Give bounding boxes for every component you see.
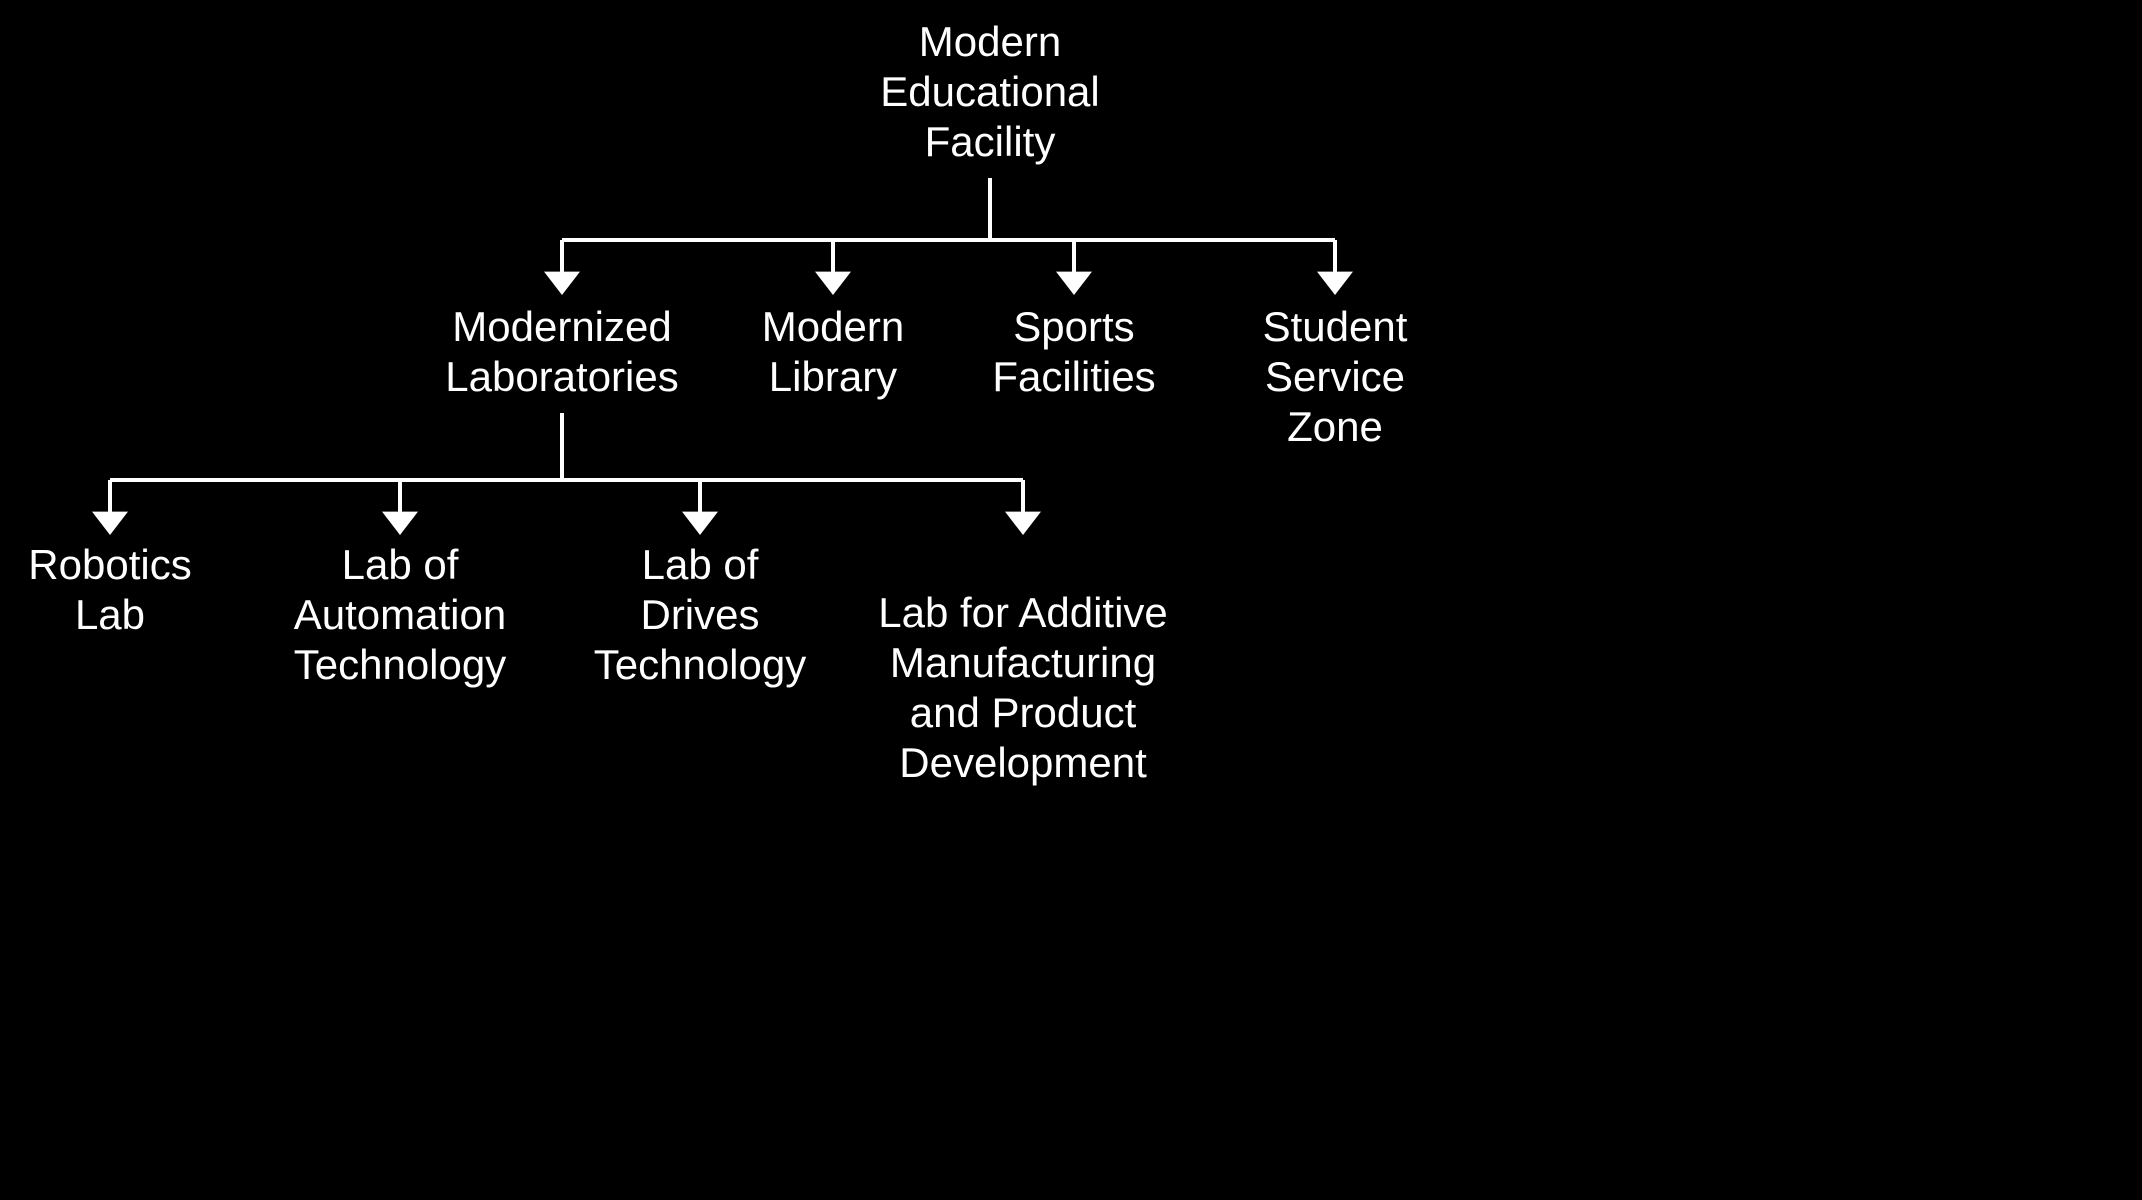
node-line: Technology [594, 641, 806, 688]
node-line: Zone [1287, 403, 1383, 450]
node-line: Facilities [992, 353, 1155, 400]
node-line: Service [1265, 353, 1405, 400]
node-line: Manufacturing [890, 639, 1156, 686]
node-line: and Product [910, 689, 1137, 736]
node-line: Technology [294, 641, 506, 688]
node-line: Lab for Additive [878, 589, 1168, 636]
node-line: Modernized [452, 303, 671, 350]
node-line: Automation [294, 591, 506, 638]
node-line: Drives [640, 591, 759, 638]
node-line: Robotics [28, 541, 191, 588]
tree-diagram: ModernEducationalFacilityModernizedLabor… [0, 0, 2142, 1200]
node-line: Facility [925, 118, 1056, 165]
node-line: Student [1263, 303, 1408, 350]
node-line: Educational [880, 68, 1100, 115]
node-line: Sports [1013, 303, 1134, 350]
node-line: Lab of [642, 541, 759, 588]
node-line: Development [899, 739, 1147, 786]
node-line: Lab [75, 591, 145, 638]
node-line: Lab of [342, 541, 459, 588]
node-line: Modern [919, 18, 1061, 65]
node-line: Library [769, 353, 897, 400]
node-line: Laboratories [445, 353, 678, 400]
node-line: Modern [762, 303, 904, 350]
